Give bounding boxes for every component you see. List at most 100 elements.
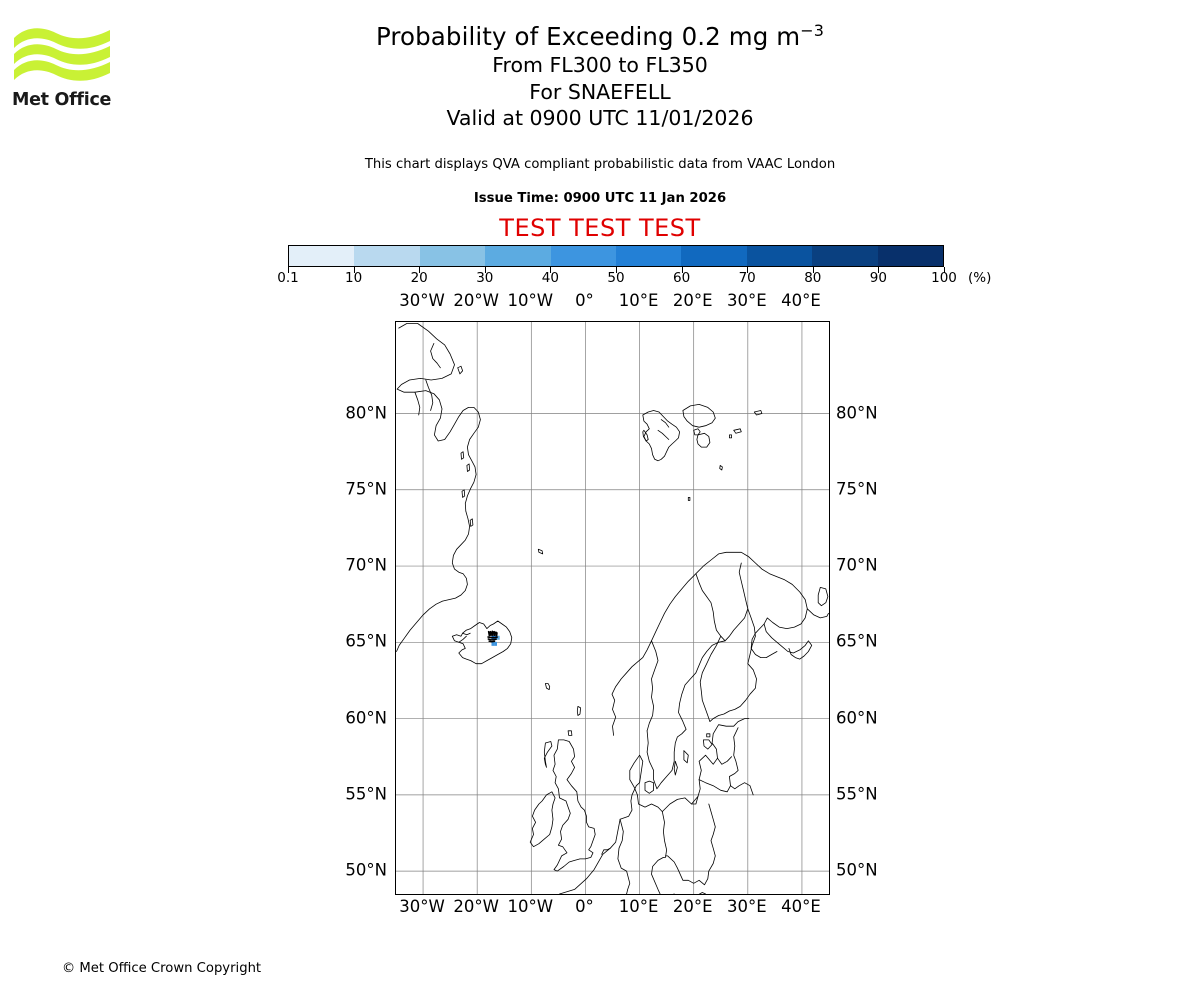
coastline-segment-33 (750, 623, 778, 658)
colorbar-tick-label-4: 40 (541, 270, 559, 286)
lat-label-left-0: 50°N (345, 860, 387, 880)
coastline-segment-14 (693, 428, 701, 436)
plume-contour-1 (489, 630, 493, 637)
colorbar-tick-labels: 0.1 10 20 30 40 50 60 70 80 90 100 (188, 270, 1044, 288)
coastline-segment-10 (657, 429, 670, 440)
lon-label-bottom-5: 20°E (672, 897, 713, 916)
plume-contour-4 (495, 631, 498, 637)
colorbar-tick-label-0: 0.1 (277, 270, 299, 286)
plume-contour-6 (487, 638, 497, 641)
colorbar-tick-1 (353, 267, 355, 273)
coastline-segment-12 (682, 404, 716, 428)
lat-label-right-6: 80°N (836, 403, 878, 423)
coastline-segment-35 (806, 608, 829, 619)
lat-label-left-1: 55°N (345, 784, 387, 804)
flight-level-range: From FL300 to FL350 (492, 53, 708, 77)
colorbar-band-1 (354, 246, 420, 266)
met-office-logo-text: Met Office (12, 90, 112, 110)
coastline-segment-16 (719, 465, 723, 471)
colorbar-tick-label-7: 70 (738, 270, 756, 286)
probability-colorbar (288, 245, 944, 267)
colorbar-band-9 (877, 246, 944, 266)
colorbar-tick-label-6: 60 (673, 270, 691, 286)
coastline-segment-24 (462, 632, 471, 636)
coastline-segment-17 (753, 410, 763, 416)
plume-cell-4 (496, 635, 500, 640)
colorbar-band-5 (616, 246, 682, 266)
plume-contour-3 (493, 630, 497, 637)
colorbar-tick-label-9: 90 (869, 270, 887, 286)
plume-contour-2 (491, 630, 495, 637)
lon-label-bottom-1: 20°W (453, 897, 499, 916)
lon-label-bottom-7: 40°E (781, 897, 821, 916)
coastline-segment-18 (733, 428, 742, 434)
coastline-segment-55 (601, 847, 611, 855)
colorbar-tick-8 (812, 267, 814, 273)
volcano-name: For SNAEFELL (529, 79, 671, 104)
coastline-segment-32 (699, 608, 757, 722)
coastline-segment-31 (724, 562, 749, 642)
coastline-segment-37 (552, 739, 596, 872)
coastline-segment-13 (696, 432, 711, 448)
coastline-segment-54 (673, 892, 706, 894)
coastline-segment-28 (611, 551, 813, 736)
coastline-segment-40 (559, 718, 750, 894)
coastline-segment-9 (642, 410, 680, 462)
lon-label-bottom-3: 0° (575, 897, 594, 916)
colorbar-tick-9 (878, 267, 880, 273)
issue-time: Issue Time: 0900 UTC 11 Jan 2026 (473, 191, 727, 206)
met-office-wave-mark (14, 28, 110, 81)
lat-label-right-5: 75°N (836, 479, 878, 499)
lon-label-bottom-0: 30°W (399, 897, 445, 916)
coastline-segment-52 (730, 782, 754, 796)
coastline-segment-29 (646, 640, 659, 732)
plume-contour-5 (487, 636, 498, 639)
latitude-labels-right: 50°N 55°N 60°N 65°N 70°N 75°N 80°N (836, 321, 916, 895)
coastline-segment-7 (461, 489, 466, 498)
coastline-segment-23 (458, 635, 467, 643)
map-canvas (396, 322, 829, 894)
coastline-segment-5 (460, 451, 465, 460)
page-title: Probability of Exceeding 0.2 mg m−3 (0, 22, 1200, 52)
colorbar-band-7 (746, 246, 813, 266)
coastline-segment-38 (529, 791, 556, 848)
colorbar-tick-label-3: 30 (476, 270, 494, 286)
map-plot-area[interactable] (395, 321, 830, 895)
lat-label-right-1: 55°N (836, 784, 878, 804)
coastline-segment-21 (537, 548, 544, 555)
lat-label-right-4: 70°N (836, 555, 878, 575)
lat-label-right-0: 50°N (836, 860, 878, 880)
lat-label-left-2: 60°N (345, 708, 387, 728)
qva-disclaimer: This chart displays QVA compliant probab… (364, 157, 836, 172)
coastline-segment-42 (683, 750, 689, 764)
plume-cell-2 (494, 641, 497, 646)
coastline-segment-27 (567, 730, 573, 736)
colorbar-tick-2 (419, 267, 421, 273)
coastline-segment-34 (817, 587, 829, 607)
lon-label-bottom-2: 10°W (507, 897, 554, 916)
coastline-segment-44 (703, 739, 713, 750)
coastline-segment-22 (451, 620, 513, 665)
coastline-segment-0 (396, 323, 481, 652)
coastline-segment-51 (717, 756, 732, 765)
lon-label-top-5: 20°E (672, 291, 713, 310)
colorbar-band-8 (812, 246, 878, 266)
lon-label-top-2: 10°W (507, 291, 554, 310)
colorbar-band-0 (289, 246, 355, 266)
coastline-segment-8 (469, 518, 474, 527)
map-coastlines (396, 323, 829, 894)
lon-label-top-6: 30°E (726, 291, 767, 310)
page-title-text: Probability of Exceeding 0.2 mg m (375, 22, 801, 51)
colorbar-band-3 (485, 246, 551, 266)
colorbar-tick-10 (944, 267, 945, 273)
lat-label-right-3: 65°N (836, 631, 878, 651)
coastline-segment-30 (646, 573, 726, 790)
colorbar-ticks (288, 267, 945, 277)
coastline-segment-45 (706, 733, 711, 738)
coastline-segment-4 (457, 365, 463, 375)
lat-label-right-2: 60°N (836, 708, 878, 728)
lat-label-left-5: 75°N (345, 479, 387, 499)
coastline-segment-41 (644, 780, 654, 794)
chart-title-block: Probability of Exceeding 0.2 mg m−3 From… (0, 22, 1200, 132)
coastline-segment-46 (617, 818, 631, 894)
